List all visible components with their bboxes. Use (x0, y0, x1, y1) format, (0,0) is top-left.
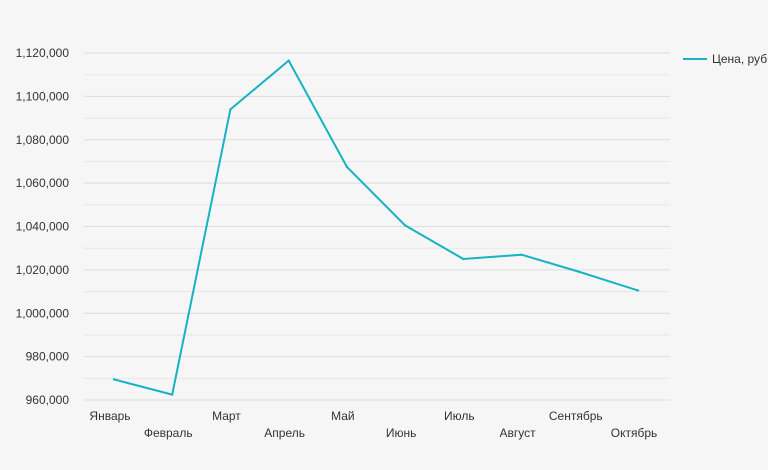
y-tick-label: 1,020,000 (16, 263, 70, 277)
y-tick-label: 1,080,000 (16, 133, 70, 147)
data-point (345, 165, 349, 169)
x-tick-label: Июль (444, 409, 475, 423)
data-point (578, 270, 581, 274)
x-tick-label: Май (331, 409, 355, 423)
legend: Цена, руб (683, 52, 767, 66)
data-point (287, 59, 290, 62)
x-tick-label: Сентябрь (549, 409, 603, 423)
x-tick-label: Февраль (144, 426, 193, 440)
x-tick-label: Апрель (264, 426, 305, 440)
data-point (171, 393, 174, 396)
grid-lines (84, 52, 670, 401)
y-tick-label: 960,000 (26, 393, 70, 407)
data-point (636, 289, 640, 292)
series-line (113, 59, 639, 396)
y-tick-label: 1,120,000 (16, 46, 70, 60)
x-tick-label: Июнь (386, 426, 417, 440)
data-point (462, 257, 465, 261)
x-axis: Январь Февраль Март Апрель Май Июнь Июль Август… (89, 409, 657, 440)
x-tick-label: Август (499, 426, 536, 440)
y-tick-label: 980,000 (26, 350, 70, 364)
y-tick-label: 1,040,000 (16, 220, 70, 234)
x-tick-label: Март (212, 409, 241, 423)
data-point (520, 253, 523, 256)
data-point (229, 108, 232, 111)
x-tick-label: Январь (89, 409, 130, 423)
x-tick-label: Октябрь (611, 426, 658, 440)
series-layer (112, 59, 640, 396)
y-axis: 960,000 980,000 1,000,000 1,020,000 1,040,00… (16, 46, 70, 407)
data-point (112, 378, 116, 381)
y-tick-label: 1,060,000 (16, 176, 70, 190)
y-tick-label: 1,100,000 (16, 89, 70, 103)
y-tick-label: 1,000,000 (16, 306, 70, 320)
legend-label: Цена, руб (712, 52, 767, 66)
data-point (403, 224, 407, 227)
